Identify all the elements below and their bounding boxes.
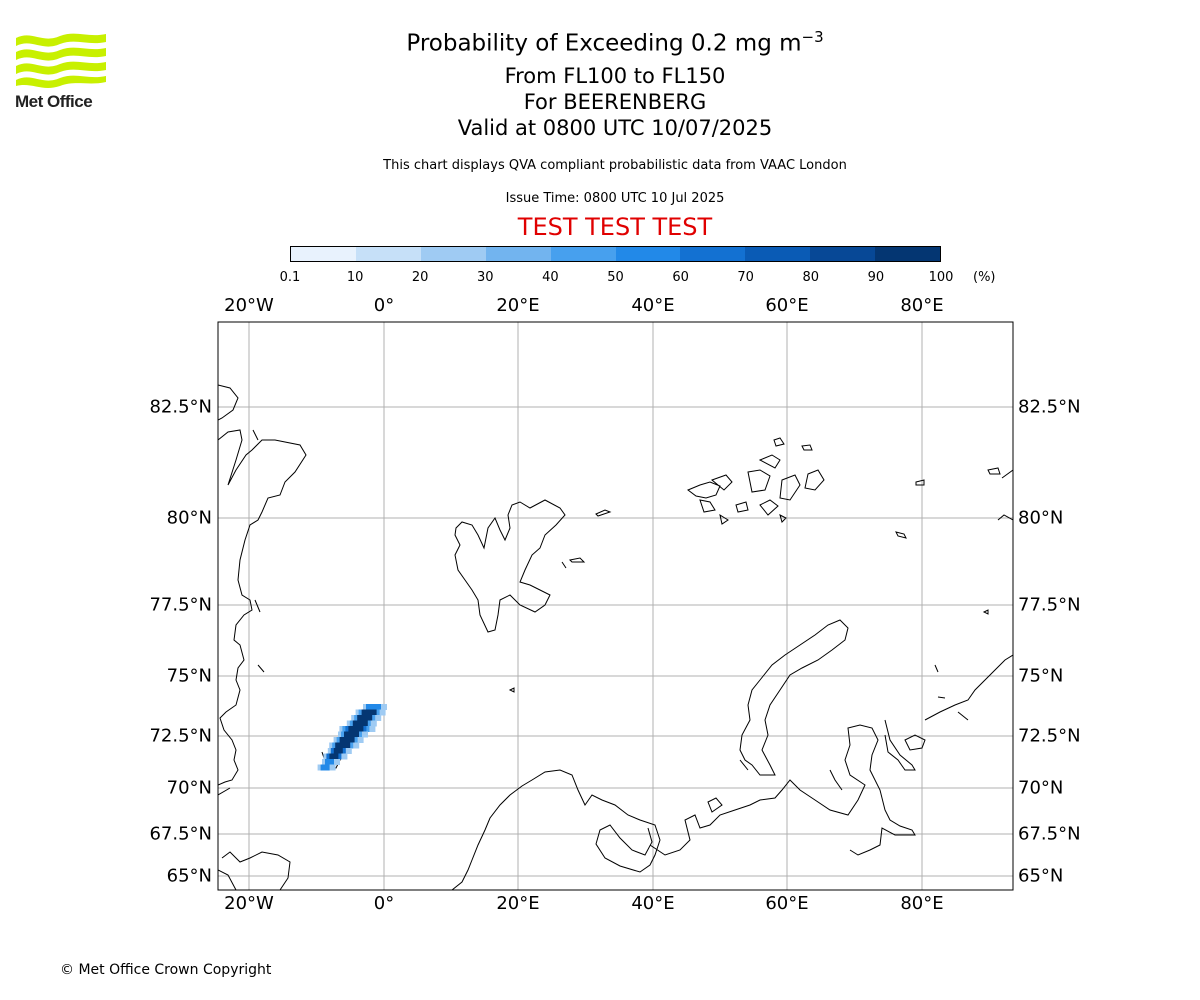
axis-tick-label: 80°E: [900, 893, 944, 914]
colorbar: [290, 246, 941, 262]
plume-cell: [345, 748, 352, 754]
axis-tick-label: 60°E: [765, 295, 809, 316]
colorbar-tick-label: 70: [737, 270, 754, 285]
flight-levels: From FL100 to FL150: [504, 64, 726, 88]
axis-tick-label: 80°E: [900, 295, 944, 316]
axis-tick-label: 72.5°N: [1018, 725, 1081, 747]
axis-tick-label: 75°N: [1018, 665, 1064, 687]
map-background: [218, 322, 1013, 890]
graticule: [218, 322, 1013, 890]
plume-cell: [381, 704, 387, 710]
plume-cell: [353, 742, 360, 749]
axis-tick-label: 70°N: [166, 777, 212, 799]
plume-cell: [362, 731, 368, 738]
axis-tick-label: 67.5°N: [1018, 823, 1081, 845]
axis-tick-label: 70°N: [1018, 777, 1064, 799]
coastline-novaya-zemlya: [739, 619, 849, 776]
issue-time: Issue Time: 0800 UTC 10 Jul 2025: [505, 191, 725, 206]
axis-tick-label: 65°N: [166, 865, 212, 887]
colorbar-tick-label: 0.1: [279, 270, 301, 285]
colorbar-segment-4: [550, 247, 616, 261]
axis-tick-label: 77.5°N: [149, 594, 212, 616]
colorbar-tick-label: 90: [867, 270, 885, 285]
plume-cell: [375, 715, 382, 721]
colorbar-segment-5: [615, 247, 681, 261]
axis-tick-label: 82.5°N: [1018, 396, 1081, 418]
axis-tick-label: 65°N: [1018, 865, 1064, 887]
axis-tick-label: 20°E: [496, 295, 540, 316]
coastline-franz-josef-land: [687, 437, 825, 525]
volcano-name: For BEERENBERG: [523, 90, 707, 114]
colorbar-segment-9: [875, 247, 941, 261]
coastline-svalbard: [454, 499, 612, 633]
plume-cell: [369, 726, 376, 732]
axis-tick-label: 80°N: [166, 507, 212, 529]
colorbar-tick-label: 100: [928, 270, 954, 285]
coastline-scandinavia-russia: [451, 654, 1013, 890]
valid-time: Valid at 0800 UTC 10/07/2025: [457, 116, 773, 140]
test-banner: TEST TEST TEST: [517, 213, 713, 241]
axis-tick-label: 80°N: [1018, 507, 1064, 529]
colorbar-tick-label: 30: [477, 270, 494, 285]
colorbar-tick-label: 40: [542, 270, 559, 285]
colorbar-unit: (%): [973, 270, 996, 285]
copyright-notice: © Met Office Crown Copyright: [60, 962, 272, 978]
colorbar-segment-0: [291, 247, 356, 261]
plume-cell: [379, 709, 386, 716]
colorbar-segment-6: [680, 247, 746, 261]
colorbar-tick-label: 80: [802, 270, 820, 285]
coastlines: [218, 384, 1013, 890]
chart-title-text: Probability of Exceeding 0.2 mg m: [406, 30, 802, 57]
axis-tick-label: 0°: [373, 295, 395, 316]
met-office-logo-icon: [16, 33, 106, 88]
axis-tick-label: 20°W: [224, 295, 274, 316]
ash-probability-plume: [317, 704, 387, 771]
axis-tick-label: 40°E: [631, 893, 675, 914]
axis-tick-label: 82.5°N: [149, 396, 212, 418]
chart-title: Probability of Exceeding 0.2 mg m−3: [0, 28, 1200, 57]
coastline-greenland: [218, 384, 307, 890]
data-note: This chart displays QVA compliant probab…: [383, 158, 847, 173]
plume-cell: [329, 764, 336, 771]
coastline-bear-island: [508, 687, 515, 693]
map-frame: [217, 321, 1014, 891]
chart-title-exponent: −3: [801, 28, 824, 46]
colorbar-segment-2: [420, 247, 486, 261]
axis-tick-label: 75°N: [166, 665, 212, 687]
colorbar-segment-3: [485, 247, 551, 261]
logo-text: Met Office: [15, 92, 93, 111]
axis-tick-label: 40°E: [631, 295, 675, 316]
axis-tick-label: 20°E: [496, 893, 540, 914]
axis-tick-label: 67.5°N: [149, 823, 212, 845]
axis-tick-label: 77.5°N: [1018, 594, 1081, 616]
plume-cell: [341, 753, 348, 760]
plume-cell: [370, 720, 377, 727]
axis-tick-label: 60°E: [765, 893, 809, 914]
axis-tick-label: 72.5°N: [149, 725, 212, 747]
colorbar-tick-label: 10: [346, 270, 364, 285]
plume-cell: [357, 737, 364, 743]
colorbar-tick-label: 20: [411, 270, 429, 285]
plume-cell: [334, 759, 340, 765]
axis-tick-label: 20°W: [224, 893, 274, 914]
colorbar-segment-8: [810, 247, 876, 261]
colorbar-segment-7: [745, 247, 811, 261]
colorbar-tick-label: 50: [607, 270, 624, 285]
axis-tick-label: 0°: [373, 893, 395, 914]
coastline-severnaya-zemlya: [895, 467, 1013, 615]
colorbar-segment-1: [355, 247, 421, 261]
colorbar-tick-label: 60: [672, 270, 689, 285]
